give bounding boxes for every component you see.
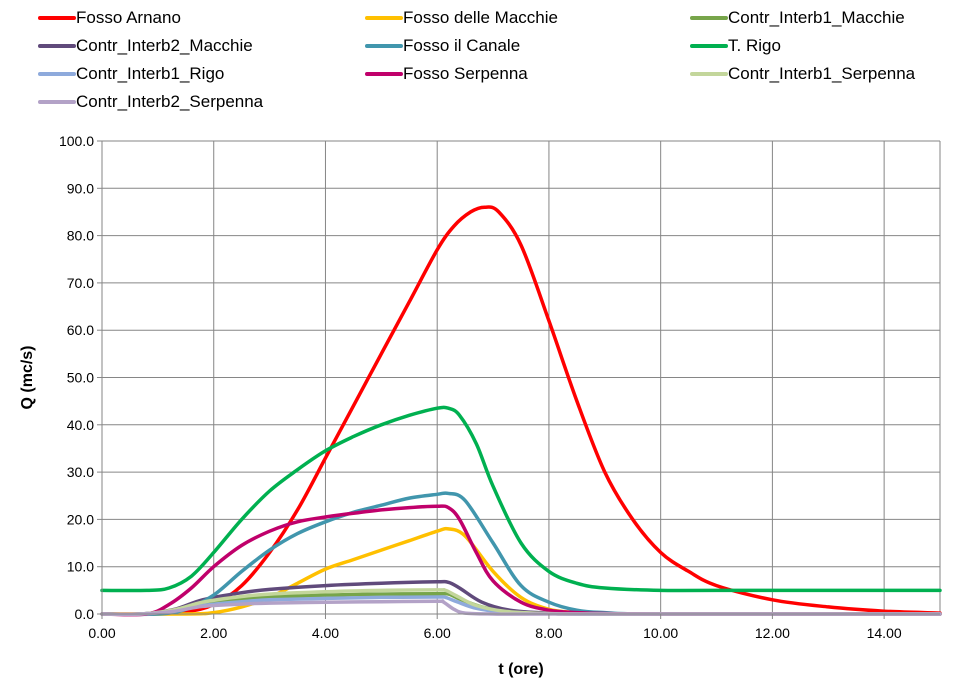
legend-item: Fosso Serpenna [365, 62, 528, 86]
legend-label: Contr_Interb1_Serpenna [728, 64, 916, 83]
x-tick-label: 12.00 [755, 625, 790, 641]
legend-label: Fosso delle Macchie [403, 8, 558, 27]
legend-label: Fosso Arnano [76, 8, 181, 27]
legend-swatch [690, 16, 728, 20]
legend-item: Contr_Interb2_Macchie [38, 34, 253, 58]
x-tick-label: 2.00 [200, 625, 227, 641]
y-axis-label: Q (mc/s) [19, 345, 36, 409]
legend-swatch [690, 72, 728, 76]
x-tick-label: 0.00 [88, 625, 115, 641]
legend-label: T. Rigo [728, 36, 781, 55]
series-line-6 [100, 405, 942, 593]
axes [97, 140, 940, 619]
legend-swatch [690, 44, 728, 48]
x-tick-label: 6.00 [424, 625, 451, 641]
y-tick-label: 0.0 [75, 606, 95, 622]
tick-labels: 0.0 10.0 20.0 30.0 40.0 50.0 60.0 70.0 80.0 90.0 1… [59, 133, 902, 641]
legend-swatch [38, 72, 76, 76]
series-lines [100, 205, 942, 617]
legend-label: Fosso il Canale [403, 36, 521, 55]
legend-swatch [38, 100, 76, 104]
y-tick-label: 80.0 [67, 228, 94, 244]
legend-label: Contr_Interb1_Rigo [76, 64, 225, 83]
legend-item: Contr_Interb1_Serpenna [690, 62, 915, 86]
legend-item: T. Rigo [690, 34, 781, 58]
legend-item: Fosso delle Macchie [365, 6, 558, 30]
gridlines [101, 140, 941, 615]
y-tick-label: 10.0 [67, 559, 94, 575]
series-line-1 [100, 205, 942, 616]
x-tick-label: 14.00 [867, 625, 902, 641]
legend-swatch [38, 16, 76, 20]
x-tick-label: 10.00 [643, 625, 678, 641]
legend-item: Contr_Interb1_Rigo [38, 62, 224, 86]
legend-label: Contr_Interb2_Macchie [76, 36, 253, 55]
x-axis-label: t (ore) [498, 661, 543, 678]
legend-item: Contr_Interb2_Serpenna [38, 90, 263, 114]
legend: Fosso Arnano Fosso delle Macchie Contr_Int… [0, 0, 964, 120]
legend-label: Contr_Interb2_Serpenna [76, 92, 264, 111]
y-tick-label: 20.0 [67, 511, 94, 527]
legend-swatch [365, 44, 403, 48]
legend-item: Contr_Interb1_Macchie [690, 6, 905, 30]
y-tick-label: 50.0 [67, 370, 94, 386]
x-tick-label: 8.00 [535, 625, 562, 641]
legend-swatch [365, 16, 403, 20]
legend-label: Contr_Interb1_Macchie [728, 8, 905, 27]
y-tick-label: 40.0 [67, 417, 94, 433]
y-tick-label: 70.0 [67, 275, 94, 291]
x-tick-label: 4.00 [312, 625, 339, 641]
y-tick-label: 60.0 [67, 322, 94, 338]
legend-swatch [365, 72, 403, 76]
legend-label: Fosso Serpenna [403, 64, 528, 83]
y-tick-label: 30.0 [67, 464, 94, 480]
y-tick-label: 90.0 [67, 180, 94, 196]
legend-item: Fosso il Canale [365, 34, 520, 58]
legend-item: Fosso Arnano [38, 6, 181, 30]
y-tick-label: 100.0 [59, 133, 94, 149]
legend-swatch [38, 44, 76, 48]
